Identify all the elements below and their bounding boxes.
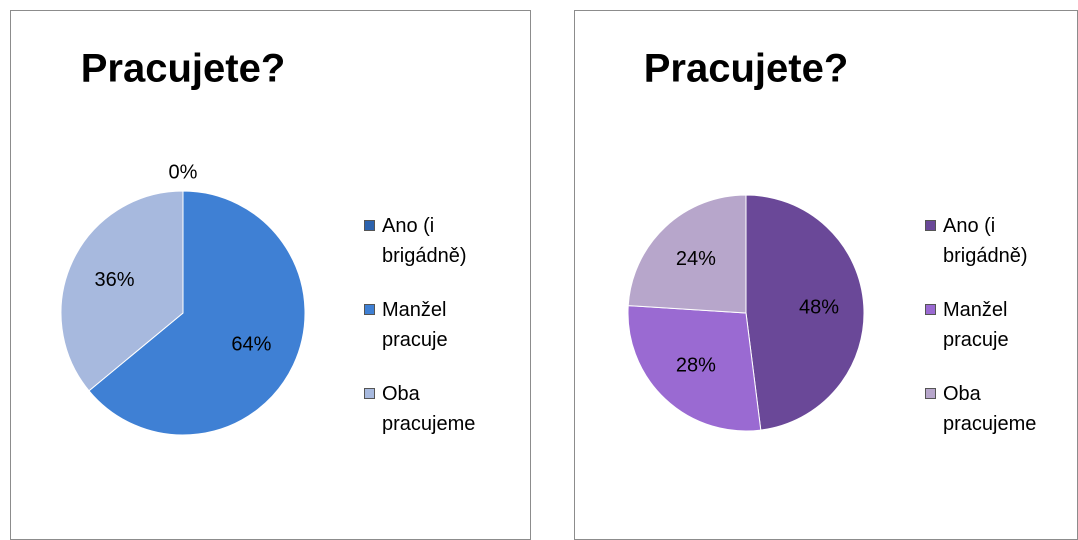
- data-label: 64%: [231, 333, 271, 355]
- legend-swatch: [925, 388, 936, 399]
- chart-panel: Pracujete? 0% 64% 36% Ano (i brigádně) Manžel…: [10, 10, 531, 540]
- pie-slice: [627, 194, 747, 314]
- chart-title: Pracujete?: [644, 47, 849, 91]
- legend-item: Ano (i brigádně): [925, 211, 1055, 271]
- pie-slice: [60, 190, 184, 392]
- legend-item: Ano (i brigádně): [364, 211, 494, 271]
- data-label: 36%: [95, 269, 135, 291]
- legend-swatch: [364, 220, 375, 231]
- data-label: 24%: [676, 248, 716, 270]
- data-label: 0%: [169, 161, 198, 183]
- legend: Ano (i brigádně) Manžel pracuje Oba pracuj…: [925, 211, 1055, 463]
- pie-slice: [745, 194, 865, 431]
- legend-item: Manžel pracuje: [364, 295, 494, 355]
- data-label: 48%: [799, 297, 839, 319]
- legend-swatch: [925, 304, 936, 315]
- data-label: 28%: [676, 355, 716, 377]
- legend-item: Oba pracujeme: [925, 379, 1055, 439]
- legend-item: Manžel pracuje: [925, 295, 1055, 355]
- legend-label: Ano (i brigádně): [382, 215, 467, 267]
- legend-swatch: [364, 388, 375, 399]
- page: Pracujete? 0% 64% 36% Ano (i brigádně) Manžel…: [10, 10, 1078, 540]
- chart-panel: Pracujete? 48% 28% 24% Ano (i brigádně) Manže…: [574, 10, 1078, 540]
- legend-swatch: [925, 220, 936, 231]
- legend-swatch: [364, 304, 375, 315]
- legend-item: Oba pracujeme: [364, 379, 494, 439]
- legend-label: Manžel pracuje: [382, 299, 448, 351]
- legend-label: Manžel pracuje: [943, 299, 1009, 351]
- legend-label: Oba pracujeme: [382, 383, 476, 435]
- pie-slice: [88, 190, 306, 436]
- pie-slice: [627, 305, 762, 432]
- chart: Pracujete? 48% 28% 24%: [627, 47, 865, 432]
- chart-title: Pracujete?: [81, 47, 286, 91]
- legend-label: Oba pracujeme: [943, 383, 1037, 435]
- legend: Ano (i brigádně) Manžel pracuje Oba pracuj…: [364, 211, 494, 463]
- legend-label: Ano (i brigádně): [943, 215, 1028, 267]
- chart: Pracujete? 0% 64% 36%: [60, 47, 306, 436]
